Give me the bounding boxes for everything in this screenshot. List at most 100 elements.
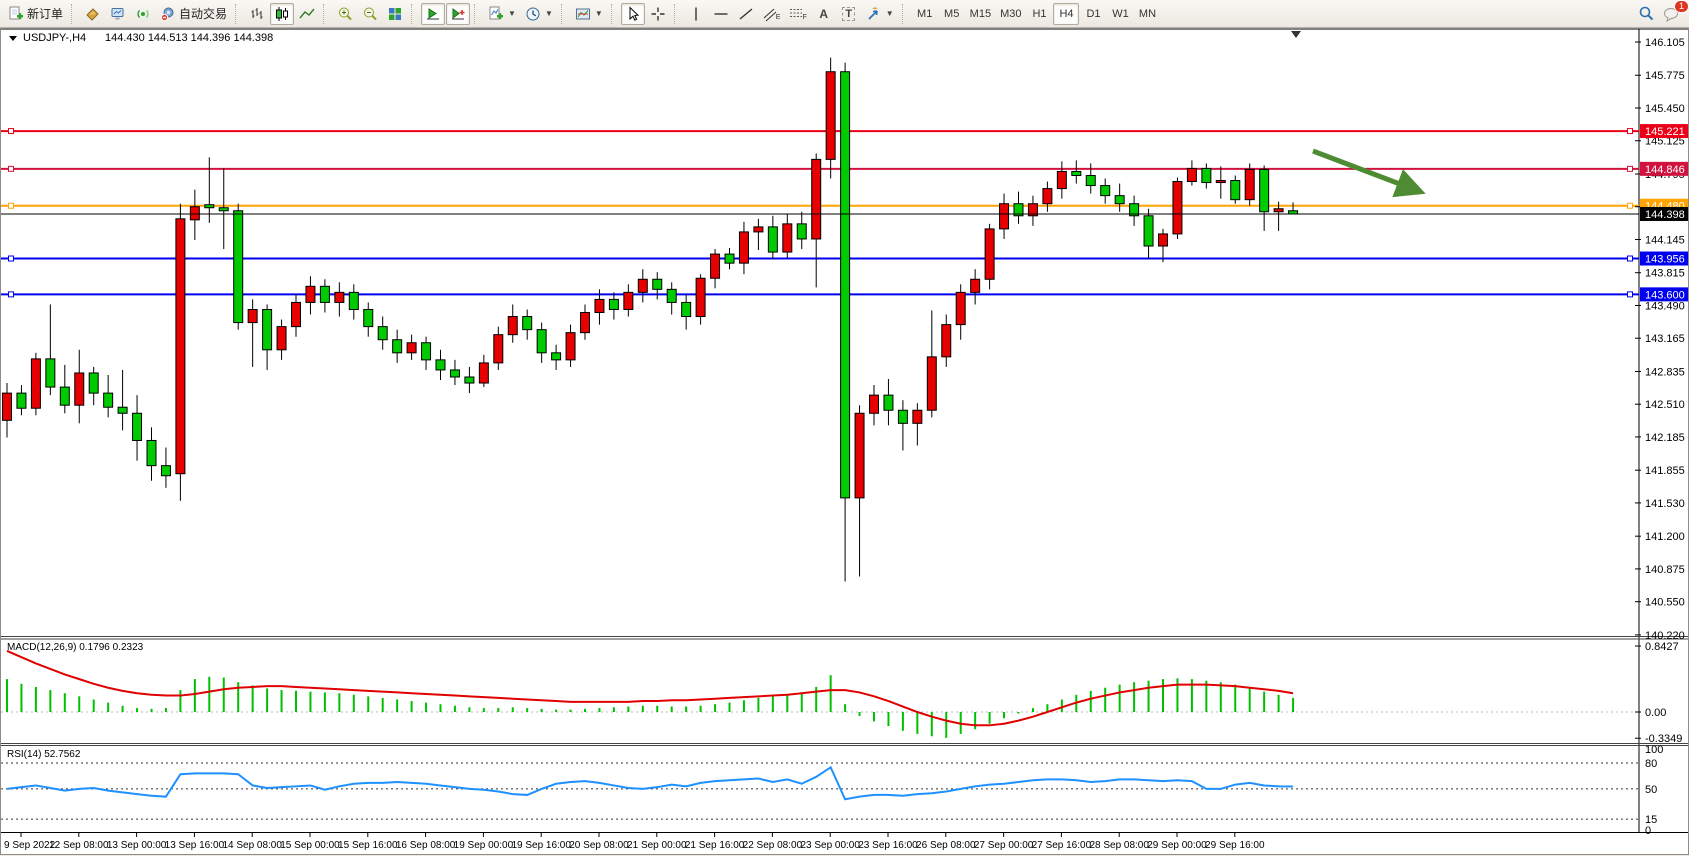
timeframe-mn-button[interactable]: MN [1134,3,1160,25]
candle[interactable] [984,228,995,280]
candle[interactable] [767,226,778,253]
candle[interactable] [695,277,706,318]
templates-button[interactable]: ▼ [571,3,607,25]
candle[interactable] [666,288,677,303]
candle[interactable] [377,326,388,341]
candle[interactable] [392,339,403,354]
candle[interactable] [551,352,562,361]
candle[interactable] [233,210,244,324]
candle[interactable] [897,409,908,424]
candle[interactable] [493,334,504,364]
candle[interactable] [218,207,229,212]
candle[interactable] [1143,215,1154,247]
crosshair-button[interactable] [646,3,670,25]
timeframe-w1-button[interactable]: W1 [1107,3,1133,25]
candle[interactable] [189,206,200,221]
candle[interactable] [710,253,721,279]
candle[interactable] [580,312,590,334]
candle[interactable] [941,324,952,358]
horizontal-line-tool-button[interactable] [709,3,733,25]
zoom-in-button[interactable] [333,3,357,25]
candle[interactable] [1158,233,1168,247]
indicators-button[interactable]: ▼ [484,3,520,25]
candle[interactable] [305,285,316,303]
candle[interactable] [160,465,171,477]
cursor-button[interactable] [620,2,645,25]
candle[interactable] [840,71,851,499]
candle[interactable] [1186,167,1197,183]
candle[interactable] [955,291,966,326]
vertical-line-tool-button[interactable] [684,3,708,25]
tile-windows-button[interactable] [383,3,407,25]
search-button[interactable] [1634,3,1659,25]
candle[interactable] [1230,180,1241,201]
candle[interactable] [132,412,143,441]
profiles-button[interactable] [106,3,130,25]
signals-button[interactable] [131,3,155,25]
candle[interactable] [594,298,605,314]
candle[interactable] [1013,203,1024,217]
candle[interactable] [883,394,894,411]
candle[interactable] [1056,170,1067,190]
candle[interactable] [1172,181,1183,235]
candle[interactable] [406,342,417,354]
candle[interactable] [348,291,359,310]
candle[interactable] [1100,185,1111,197]
candle[interactable] [146,439,157,467]
candle[interactable] [204,204,215,209]
text-tool-button[interactable]: A [812,3,836,25]
chart-shift-button[interactable] [446,2,471,25]
timeframe-m5-button[interactable]: M5 [939,3,965,25]
candle[interactable] [1071,170,1082,176]
autotrading-button[interactable]: 自动交易 [156,3,231,25]
candle[interactable] [1027,203,1038,217]
candle[interactable] [507,316,518,336]
periods-button[interactable]: ▼ [521,3,557,25]
candle[interactable] [565,332,576,361]
candle[interactable] [1114,195,1125,205]
candle[interactable] [45,358,56,388]
candle[interactable] [1273,208,1284,213]
new-chart-button[interactable] [81,3,105,25]
candle[interactable] [262,308,273,351]
candle[interactable] [926,356,937,411]
timeframe-m30-button[interactable]: M30 [996,3,1025,25]
line-chart-button[interactable] [295,3,319,25]
fibonacci-tool-button[interactable]: F [785,3,810,25]
candle[interactable] [74,372,85,406]
candle[interactable] [1244,168,1255,201]
candle[interactable] [753,226,764,233]
candle[interactable] [522,316,533,331]
candle[interactable] [421,342,432,361]
candle[interactable] [276,326,287,351]
candle[interactable] [738,231,749,264]
candle[interactable] [117,406,128,414]
candle[interactable] [912,409,923,424]
candle[interactable] [464,376,475,384]
notifications-button[interactable]: 1 [1659,0,1689,25]
trendline-tool-button[interactable] [734,3,758,25]
zoom-out-button[interactable] [358,3,382,25]
candle[interactable] [782,223,793,253]
auto-scroll-button[interactable] [421,2,446,25]
timeframe-m15-button[interactable]: M15 [966,3,995,25]
candle[interactable] [652,278,663,290]
candle[interactable] [1085,174,1096,187]
candle[interactable] [869,394,879,414]
candle[interactable] [363,308,374,328]
candle[interactable] [1215,180,1226,184]
price-axis[interactable]: 146.105145.775145.450145.125144.795144.4… [1635,37,1688,642]
candle[interactable] [319,285,330,303]
new-order-button[interactable]: 新订单 [4,3,67,25]
candle[interactable] [334,291,345,303]
candlestick-chart-button[interactable] [270,2,295,25]
candle[interactable] [435,359,446,371]
candle[interactable] [681,301,692,318]
candle[interactable] [536,329,547,354]
candle[interactable] [88,372,99,394]
candle[interactable] [478,362,489,384]
candle[interactable] [1042,188,1053,205]
candle[interactable] [1259,168,1270,213]
candle[interactable] [59,386,70,406]
